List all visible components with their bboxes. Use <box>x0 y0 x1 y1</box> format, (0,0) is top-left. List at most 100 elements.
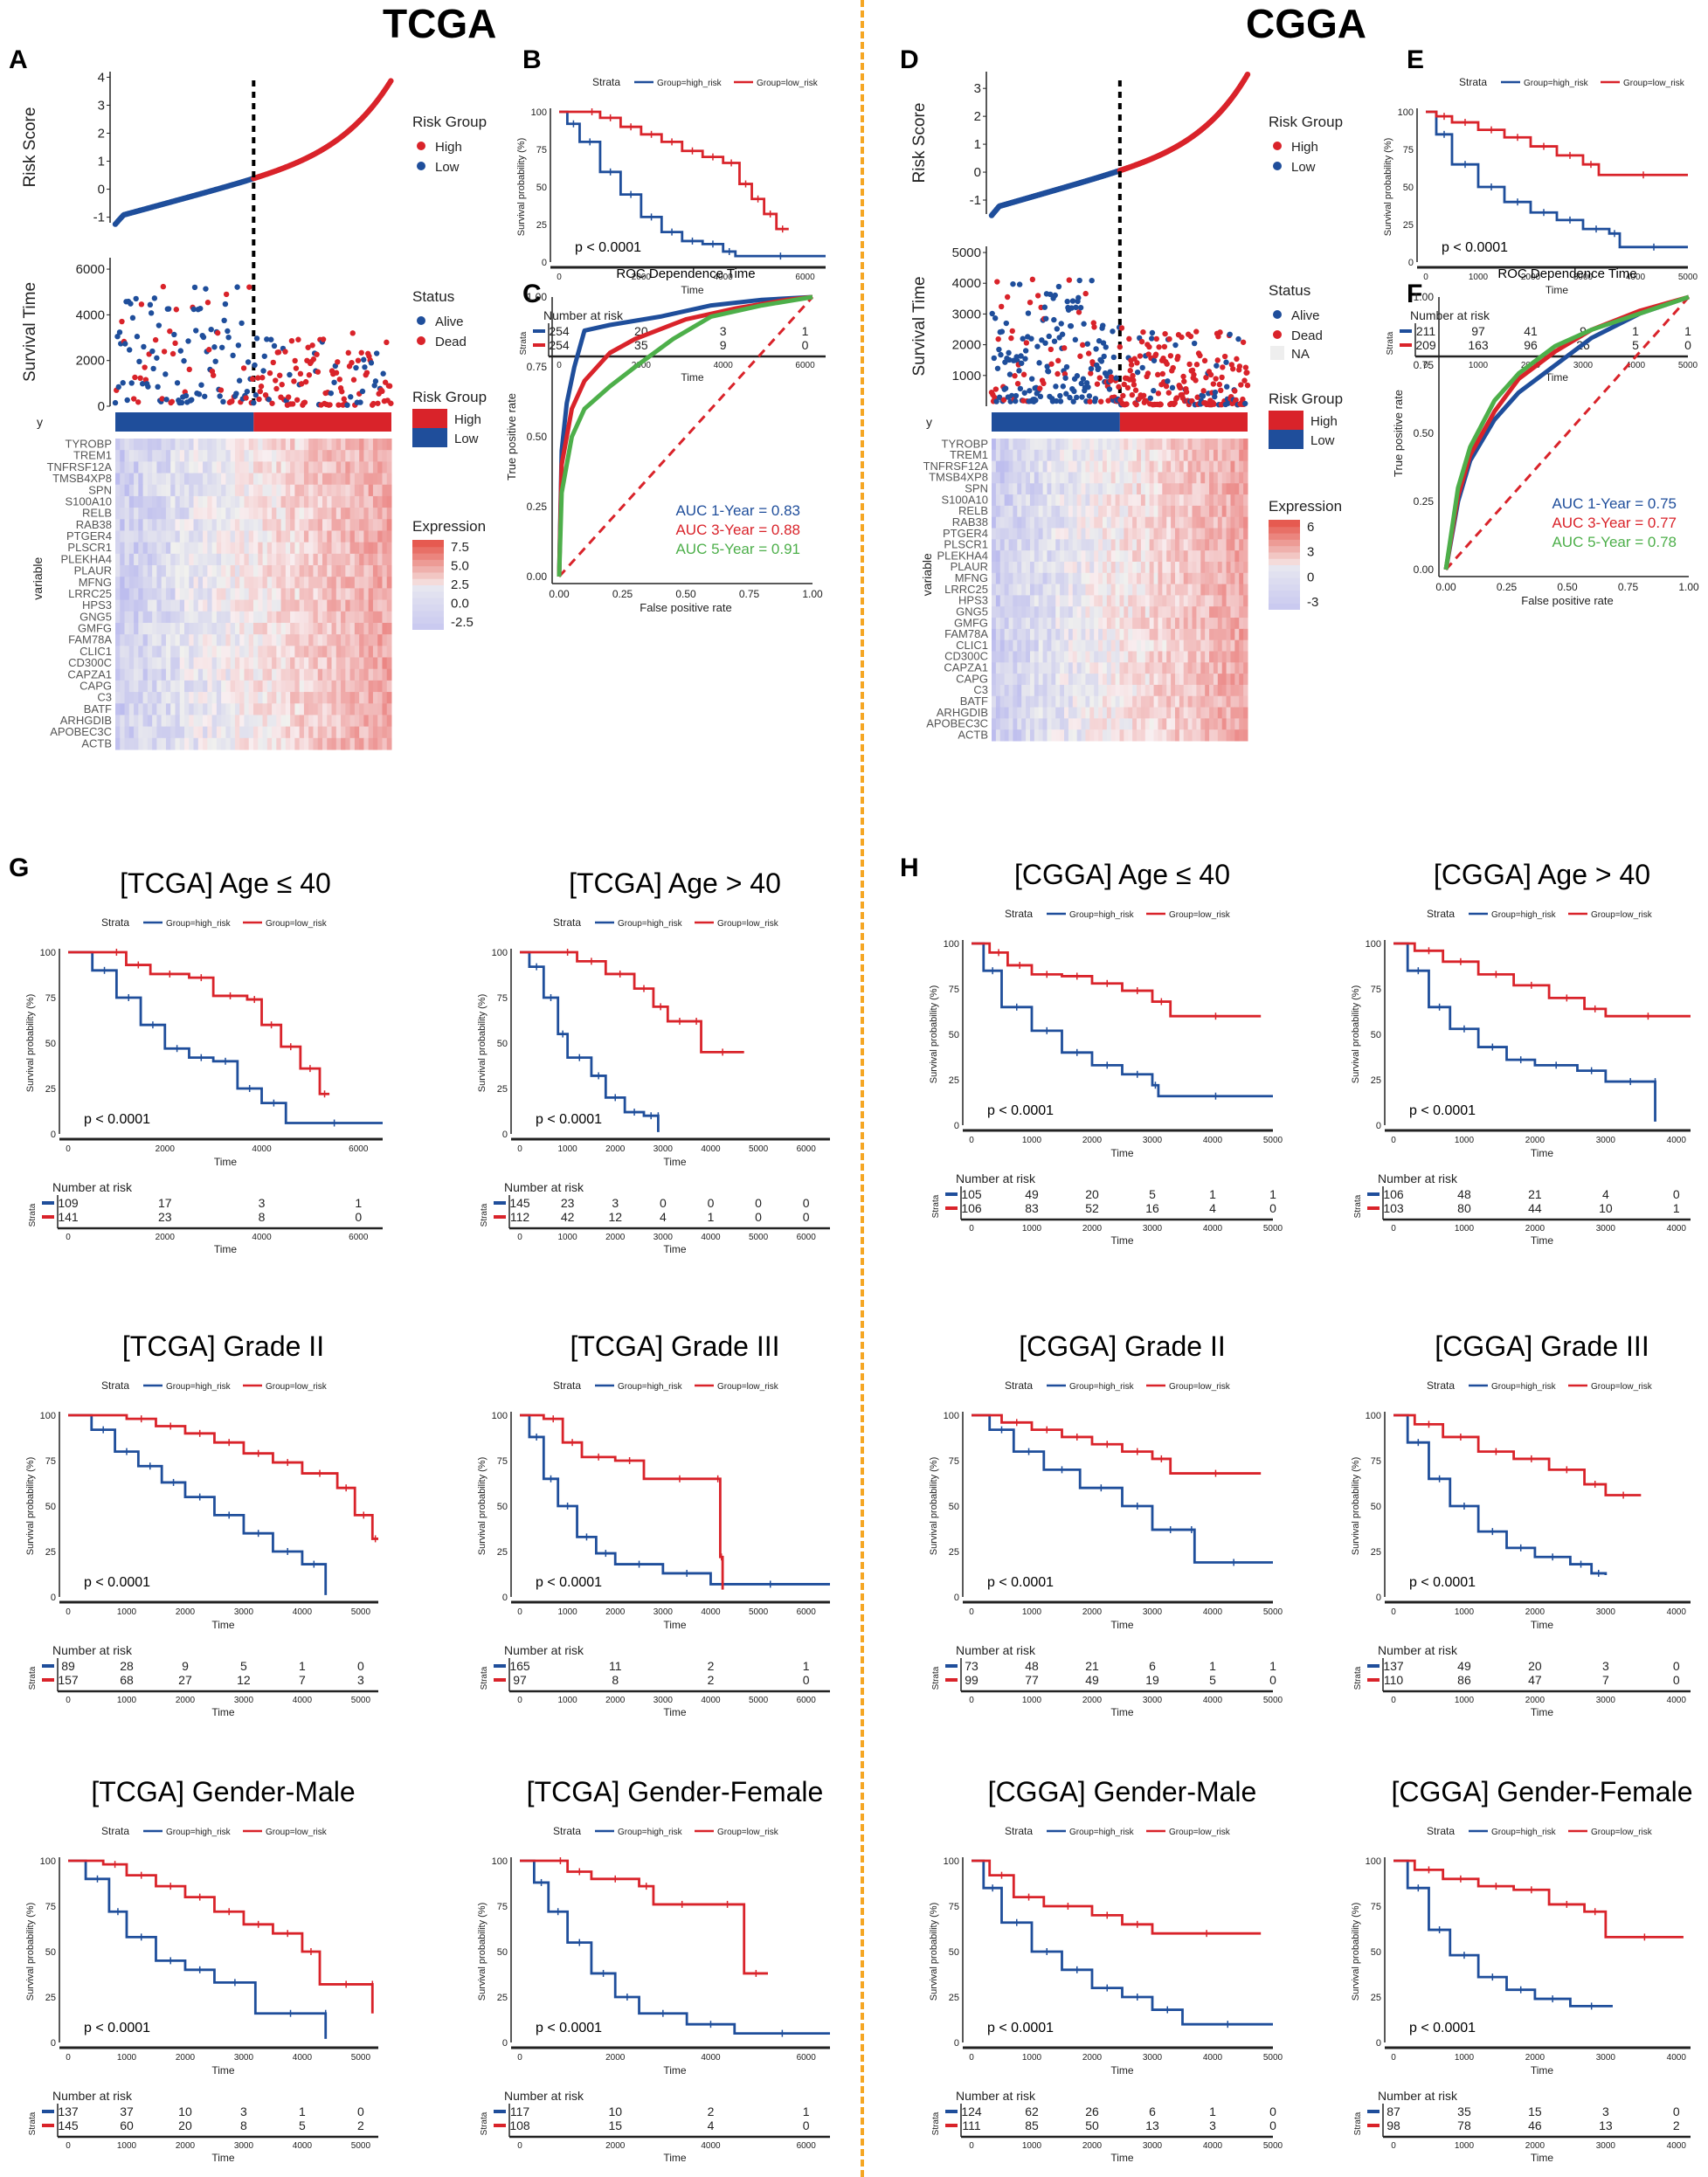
heatmap-cell <box>1008 505 1013 518</box>
heatmap-cell <box>175 495 181 508</box>
survival-time-point <box>350 377 357 383</box>
heatmap-cell <box>1034 618 1040 630</box>
heatmap-cell <box>1200 662 1206 674</box>
heatmap-cell <box>258 530 264 543</box>
survival-time-point <box>993 398 999 404</box>
heatmap-cell <box>999 505 1006 518</box>
heatmap-cell <box>258 680 264 693</box>
heatmap-cell <box>1166 729 1172 742</box>
legend-alive-dot <box>1273 310 1282 319</box>
heatmap-cell <box>230 715 236 728</box>
heatmap-cell <box>1026 516 1031 529</box>
heatmap-cell <box>294 611 301 624</box>
heatmap-cell <box>1021 729 1027 742</box>
heatmap-cell <box>239 634 245 646</box>
heatmap-cell <box>184 680 190 693</box>
heatmap-cell <box>290 565 295 577</box>
heatmap-cell <box>239 577 245 589</box>
heatmap-cell <box>207 542 213 555</box>
heatmap-cell <box>280 715 287 728</box>
legend-low-box <box>1269 430 1303 449</box>
heatmap-cell <box>1047 449 1052 462</box>
gene-label: C3 <box>973 683 988 696</box>
risk-group-bar-high <box>253 412 391 432</box>
heatmap-cell <box>1076 539 1082 551</box>
heatmap-cell <box>1192 539 1197 551</box>
heatmap-cell <box>197 530 204 543</box>
heatmap-cell <box>262 484 268 497</box>
heatmap-cell <box>1098 651 1103 663</box>
heatmap-cell <box>1166 718 1172 730</box>
heatmap-cell <box>285 508 291 520</box>
heatmap-cell <box>128 715 135 728</box>
heatmap-cell <box>285 542 291 555</box>
heatmap-cell <box>359 680 364 693</box>
heatmap-cell <box>1196 606 1201 619</box>
heatmap-cell <box>1029 449 1035 462</box>
survival-time-point <box>1096 365 1102 371</box>
km-risk-count-high: 211 <box>1416 324 1436 338</box>
heatmap-cell <box>234 622 240 635</box>
gene-label: RELB <box>958 504 988 517</box>
heatmap-cell <box>294 461 301 474</box>
heatmap-cell <box>1026 561 1031 574</box>
heatmap-cell <box>1166 460 1172 473</box>
heatmap-cell <box>1153 718 1158 730</box>
heatmap-cell <box>1026 707 1031 719</box>
heatmap-cell <box>368 450 374 462</box>
heatmap-cell <box>303 668 309 681</box>
heatmap-cell <box>354 622 360 635</box>
heatmap-cell <box>262 565 268 577</box>
survival-time-point <box>1217 329 1223 335</box>
heatmap-cell <box>179 680 185 693</box>
heatmap-cell <box>1205 584 1210 596</box>
heatmap-cell <box>1221 718 1227 730</box>
heatmap-cell <box>128 622 135 635</box>
heatmap-cell <box>266 657 273 670</box>
heatmap-cell <box>1179 561 1185 574</box>
heatmap-cell <box>1098 550 1103 563</box>
heatmap-cell <box>349 715 356 728</box>
legend-high-box <box>1269 411 1303 430</box>
km-x-tick-label: 2000 <box>1521 273 1541 282</box>
heatmap-cell <box>165 450 171 462</box>
heatmap-cell <box>156 439 163 451</box>
heatmap-cell <box>1137 695 1142 708</box>
heatmap-cell <box>1102 695 1108 708</box>
survival-time-point <box>1151 388 1157 394</box>
heatmap-cell <box>1004 606 1010 619</box>
heatmap-cell <box>276 715 282 728</box>
heatmap-cell <box>1004 639 1010 652</box>
heatmap-cell <box>999 494 1006 507</box>
heatmap-cell <box>175 668 181 681</box>
km-x-tick-label: 6000 <box>795 273 815 282</box>
heatmap-cell <box>354 508 360 520</box>
heatmap-cell <box>138 565 144 577</box>
km-risk-count-high: 1 <box>1632 324 1639 338</box>
heatmap-cell <box>382 668 388 681</box>
survival-time-point <box>1216 381 1223 388</box>
heatmap-cell <box>1213 695 1219 708</box>
heatmap-cell <box>280 542 287 555</box>
heatmap-cell <box>1068 707 1074 719</box>
heatmap-cell <box>1102 572 1108 585</box>
heatmap-cell <box>1230 695 1235 708</box>
survival-time-point <box>1027 388 1033 394</box>
heatmap-cell <box>1098 595 1103 607</box>
heatmap-cell <box>1085 695 1090 708</box>
heatmap-cell <box>156 473 163 486</box>
heatmap-cell <box>382 450 388 462</box>
heatmap-cell <box>221 657 226 670</box>
heatmap-cell <box>294 646 301 659</box>
survival-time-point <box>1048 361 1055 367</box>
heatmap-cell <box>216 519 222 531</box>
heatmap-cell <box>1055 494 1061 507</box>
survival-time-point <box>234 284 240 290</box>
heatmap-cell <box>1072 494 1078 507</box>
heatmap-cell <box>203 450 208 462</box>
heatmap-cell <box>1183 561 1189 574</box>
heatmap-cell <box>335 530 342 543</box>
heatmap-cell <box>317 519 323 531</box>
heatmap-cell <box>203 577 208 589</box>
survival-time-point <box>225 328 231 335</box>
